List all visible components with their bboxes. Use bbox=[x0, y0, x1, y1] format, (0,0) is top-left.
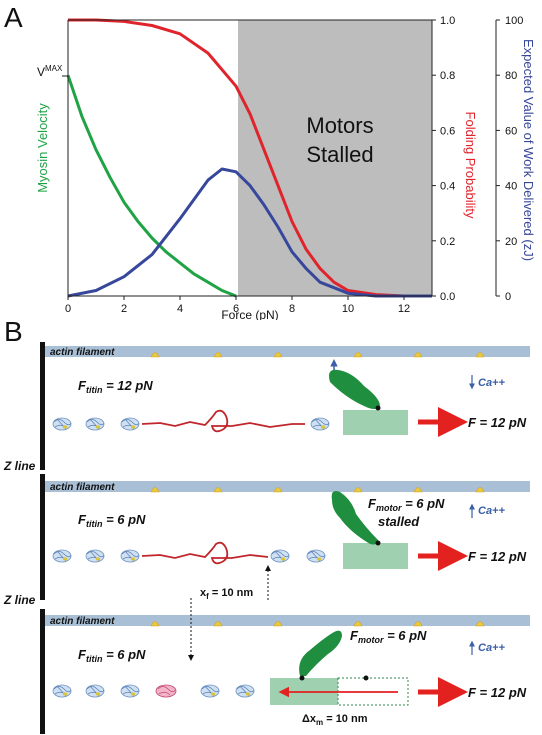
folding-tick-label: 0.8 bbox=[440, 70, 455, 82]
force-label-3: F = 12 pN bbox=[468, 685, 527, 700]
work-tick-label: 0 bbox=[505, 291, 511, 303]
myosin-head-1 bbox=[329, 369, 380, 409]
force-label-1: F = 12 pN bbox=[468, 415, 527, 430]
f-titin-1: Ftitin = 12 pN bbox=[78, 378, 153, 395]
unfolded-titin-2 bbox=[141, 541, 269, 565]
actin-filament-1 bbox=[45, 346, 530, 357]
ca-label-3: Ca++ bbox=[478, 642, 505, 654]
stalled-region bbox=[238, 20, 432, 296]
z-line-bar-1 bbox=[40, 342, 45, 470]
force-chart: Motors Stalled 0 2 4 6 8 10 12 0.0 0.2 0.4 0.6 0.8… bbox=[35, 15, 536, 320]
vmax-label: VMAX bbox=[37, 64, 63, 79]
series-layer bbox=[66, 18, 432, 298]
panel-b-letter: B bbox=[4, 316, 23, 347]
actin-filament-3 bbox=[45, 615, 530, 626]
row-1: actin filament Ftitin = 12 pN Ca++ F = 1… bbox=[45, 346, 530, 437]
x-tick-label: 2 bbox=[121, 303, 127, 315]
work-ticks: 0 20 40 60 80 100 bbox=[496, 15, 523, 303]
folding-tick-label: 0.4 bbox=[440, 181, 455, 193]
folding-tick-label: 0.0 bbox=[440, 291, 455, 303]
myosin-block-1 bbox=[343, 410, 408, 435]
dx-label: Δxm = 10 nm bbox=[302, 713, 368, 727]
stalled-label-line2: Stalled bbox=[306, 142, 373, 167]
work-tick-label: 100 bbox=[505, 15, 523, 27]
x-ticks: 0 2 4 6 8 10 12 bbox=[65, 296, 410, 315]
actin-label-1: actin filament bbox=[50, 347, 115, 358]
ca-label-1: Ca++ bbox=[478, 377, 505, 389]
folding-ticks: 0.0 0.2 0.4 0.6 0.8 1.0 bbox=[432, 15, 455, 303]
myosin-previous-position bbox=[337, 677, 409, 706]
series-line-2 bbox=[68, 18, 432, 298]
f-motor-2: Fmotor = 6 pN bbox=[368, 496, 445, 513]
y-right2-label: Expected Value of Work Delivered (zJ) bbox=[521, 39, 536, 261]
y-right1-label: Folding Probability bbox=[463, 112, 478, 219]
unfolded-titin-1 bbox=[141, 409, 305, 433]
folding-tick-label: 0.6 bbox=[440, 125, 455, 137]
folding-tick-label: 1.0 bbox=[440, 15, 455, 27]
stalled-label: stalled bbox=[378, 514, 420, 529]
x-tick-label: 0 bbox=[65, 303, 71, 315]
f-titin-3: Ftitin = 6 pN bbox=[78, 647, 146, 664]
myosin-block-3 bbox=[270, 678, 338, 705]
actin-filament-2 bbox=[45, 481, 530, 492]
z-line-bar-2 bbox=[40, 474, 45, 600]
work-tick-label: 60 bbox=[505, 125, 517, 137]
x-tick-label: 8 bbox=[289, 303, 295, 315]
myosin-block-2 bbox=[343, 543, 408, 569]
series-line-1 bbox=[66, 74, 237, 298]
x-axis-label: Force (pN) bbox=[221, 308, 278, 320]
y-left-label: Myosin Velocity bbox=[35, 103, 50, 193]
x-tick-label: 4 bbox=[177, 303, 183, 315]
folding-tick-label: 0.2 bbox=[440, 236, 455, 248]
ca-label-2: Ca++ bbox=[478, 505, 505, 517]
x-tick-label: 6 bbox=[233, 303, 239, 315]
xf-label: xf = 10 nm bbox=[200, 587, 253, 601]
myosin-head-2 bbox=[331, 491, 378, 545]
z-line-label-1: Z line bbox=[3, 459, 36, 473]
x-tick-label: 10 bbox=[342, 303, 354, 315]
panel-a-letter: A bbox=[4, 2, 23, 33]
x-tick-label: 12 bbox=[398, 303, 410, 315]
series-line-3 bbox=[67, 167, 432, 298]
work-tick-label: 40 bbox=[505, 181, 517, 193]
z-line-bar-3 bbox=[40, 609, 45, 734]
row-2: actin filament Ftitin = 6 pN Fmotor = 6 … bbox=[45, 481, 530, 601]
work-tick-label: 20 bbox=[505, 236, 517, 248]
myosin-head-3 bbox=[299, 630, 342, 676]
stalled-label-line1: Motors bbox=[306, 113, 373, 138]
row-3: actin filament Ftitin = 6 pN Fmotor = 6 … bbox=[45, 598, 530, 727]
z-line-label-2: Z line bbox=[3, 593, 36, 607]
f-motor-3: Fmotor = 6 pN bbox=[350, 628, 427, 645]
actin-label-3: actin filament bbox=[50, 616, 115, 627]
work-tick-label: 80 bbox=[505, 70, 517, 82]
f-titin-2: Ftitin = 6 pN bbox=[78, 512, 146, 529]
force-label-2: F = 12 pN bbox=[468, 549, 527, 564]
actin-label-2: actin filament bbox=[50, 482, 115, 493]
